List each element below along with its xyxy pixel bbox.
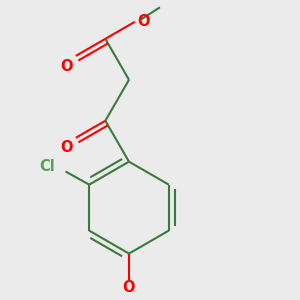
Text: O: O xyxy=(123,280,135,295)
Text: O: O xyxy=(137,14,150,29)
Text: Cl: Cl xyxy=(39,159,55,174)
Text: O: O xyxy=(61,58,73,74)
Text: O: O xyxy=(61,140,73,155)
